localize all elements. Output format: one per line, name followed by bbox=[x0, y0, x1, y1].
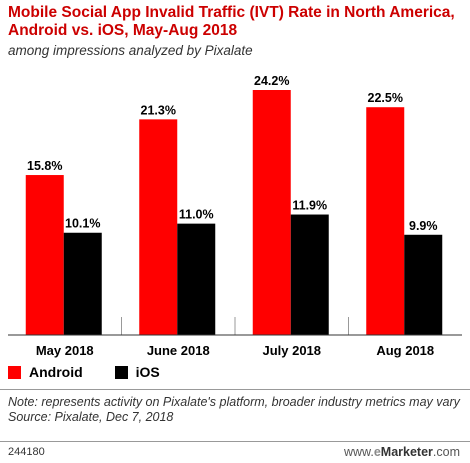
x-tick-label-1: May 2018 bbox=[36, 343, 94, 358]
divider bbox=[0, 389, 470, 390]
data-label-ios-3: 11.9% bbox=[292, 199, 327, 213]
data-label-android-4: 22.5% bbox=[368, 91, 403, 105]
legend-item-ios: iOS bbox=[114, 364, 160, 380]
bar-chart: 15.8% 10.1% May 2018 21.3% 11.0% June 2018 24.… bbox=[8, 74, 462, 358]
data-label-android-3: 24.2% bbox=[254, 74, 289, 88]
brand-www: www. bbox=[343, 445, 374, 459]
source-text: Source: Pixalate, Dec 7, 2018 bbox=[8, 410, 174, 424]
data-label-android-2: 21.3% bbox=[141, 103, 176, 117]
data-label-ios-4: 9.9% bbox=[409, 219, 438, 233]
footnote: Note: represents activity on Pixalate's … bbox=[8, 395, 463, 425]
bar-ios-3 bbox=[290, 214, 329, 335]
bar-android-2 bbox=[139, 119, 178, 336]
bar-ios-4 bbox=[404, 234, 443, 335]
legend-item-android: Android bbox=[8, 364, 83, 380]
chart-id: 244180 bbox=[8, 446, 45, 458]
brand-name: Marketer bbox=[380, 445, 433, 459]
legend-swatch-ios bbox=[114, 365, 128, 379]
emarketer-logo: www.eMarketer.com bbox=[344, 445, 460, 459]
bar-android-1 bbox=[25, 175, 64, 335]
x-tick-label-2: June 2018 bbox=[147, 343, 210, 358]
chart-title: Mobile Social App Invalid Traffic (IVT) … bbox=[8, 4, 455, 39]
chart-legend: Android iOS bbox=[8, 364, 192, 380]
bar-android-4 bbox=[366, 107, 405, 335]
footer-divider bbox=[0, 441, 470, 442]
brand-e: e bbox=[373, 445, 381, 459]
x-tick-label-3: July 2018 bbox=[262, 343, 321, 358]
x-tick-label-4: Aug 2018 bbox=[376, 343, 434, 358]
note-text: Note: represents activity on Pixalate's … bbox=[8, 395, 460, 409]
data-label-android-1: 15.8% bbox=[27, 159, 62, 173]
data-label-ios-2: 11.0% bbox=[179, 208, 214, 222]
data-label-ios-1: 10.1% bbox=[65, 217, 100, 231]
brand-tld: .com bbox=[432, 445, 460, 459]
legend-swatch-android bbox=[8, 365, 21, 379]
legend-label-android: Android bbox=[29, 364, 83, 380]
legend-label-ios: iOS bbox=[135, 364, 160, 380]
chart-subtitle: among impressions analyzed by Pixalate bbox=[8, 43, 253, 58]
bar-ios-2 bbox=[177, 223, 216, 335]
bar-android-3 bbox=[252, 90, 291, 335]
bar-ios-1 bbox=[63, 232, 102, 335]
